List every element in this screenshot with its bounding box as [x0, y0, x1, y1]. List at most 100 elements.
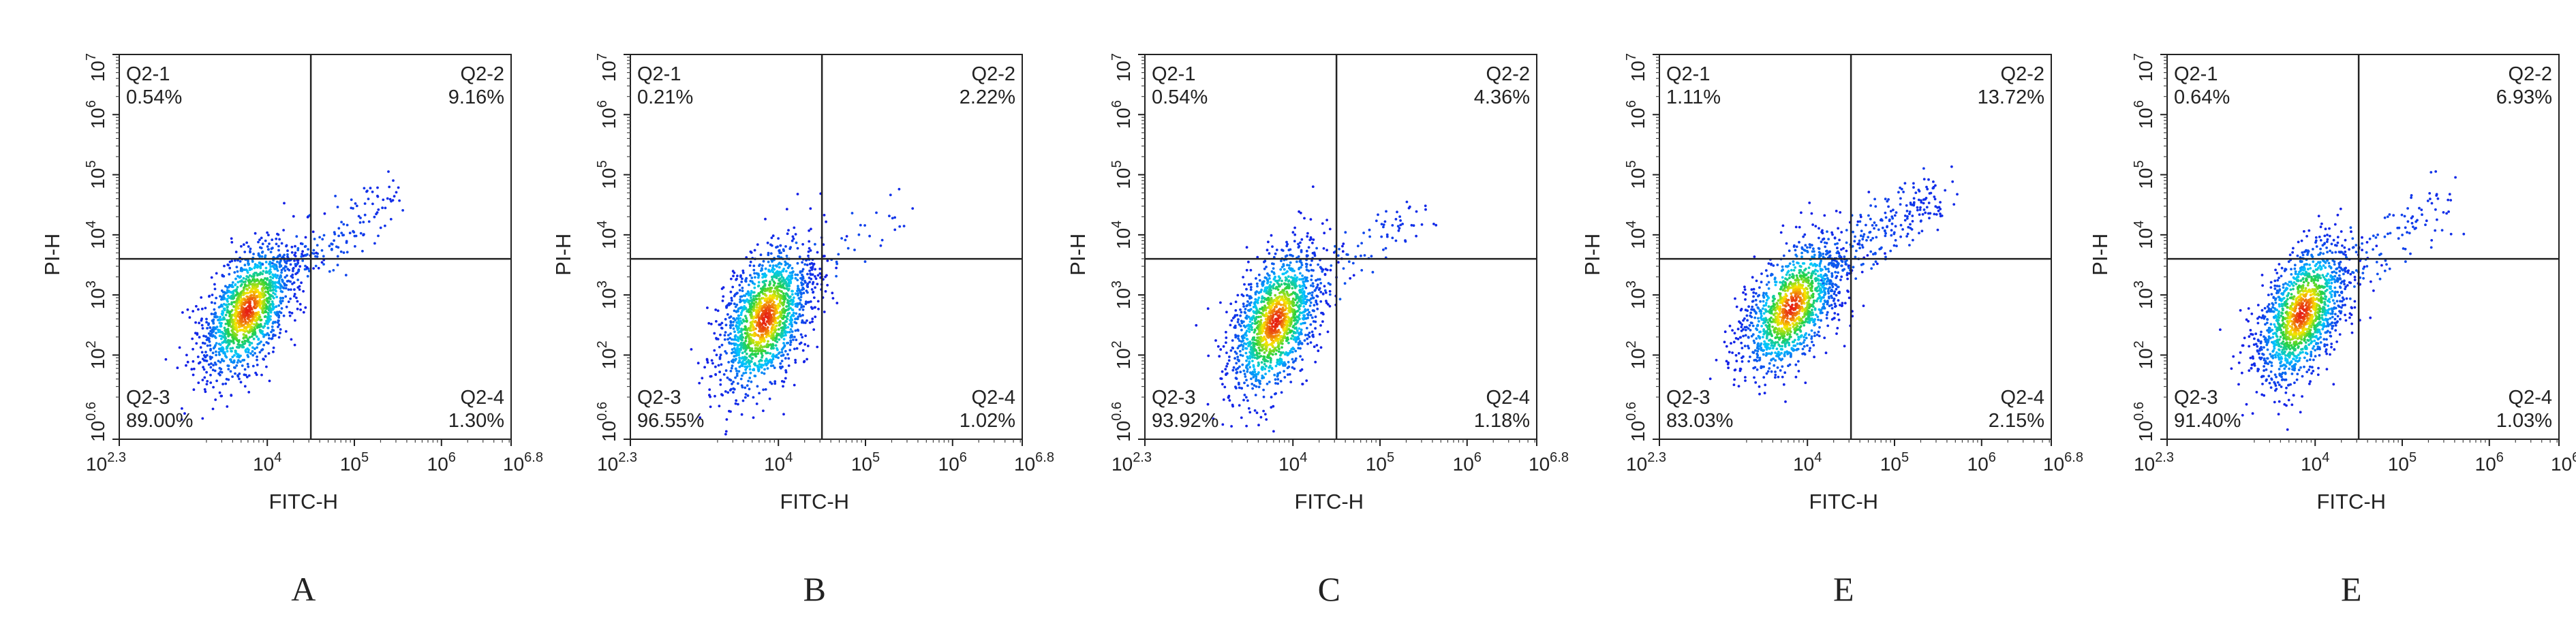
quadrant-percentage: 1.02% — [960, 410, 1015, 432]
event-dot — [729, 336, 731, 340]
event-dot — [782, 342, 785, 345]
event-dot — [723, 334, 726, 337]
x-tick-label: 105 — [340, 450, 369, 475]
event-dot — [1301, 284, 1304, 287]
event-dot — [258, 246, 262, 249]
event-dot — [1253, 331, 1256, 334]
event-dot — [323, 212, 326, 215]
event-dot — [776, 332, 779, 335]
event-dot — [1259, 415, 1263, 419]
event-dot — [259, 266, 262, 270]
event-dot — [1249, 348, 1253, 351]
event-dot — [210, 276, 213, 279]
event-dot — [778, 351, 781, 354]
event-dot — [763, 368, 766, 371]
event-dot — [771, 278, 774, 281]
event-dot — [1314, 360, 1317, 364]
event-dot — [809, 272, 812, 275]
event-dot — [185, 364, 187, 367]
event-dot — [215, 296, 218, 300]
event-dot — [1301, 317, 1304, 320]
event-dot — [818, 268, 822, 270]
event-dot — [278, 238, 281, 241]
event-dot — [243, 368, 247, 371]
event-dot — [1244, 343, 1248, 346]
event-dot — [726, 313, 729, 316]
event-dot — [1236, 358, 1240, 361]
event-dot — [761, 354, 764, 358]
event-dot — [1231, 346, 1234, 349]
event-dot — [1319, 291, 1323, 293]
event-dot — [260, 340, 262, 343]
event-dot — [784, 260, 786, 264]
event-dot — [274, 293, 277, 296]
event-dot — [219, 305, 222, 308]
event-dot — [202, 368, 206, 371]
event-dot — [802, 291, 806, 295]
event-dot — [207, 363, 211, 366]
event-dot — [801, 276, 805, 280]
event-dot — [228, 283, 231, 287]
event-dot — [267, 352, 271, 355]
event-dot — [1248, 328, 1251, 331]
event-dot — [294, 244, 296, 248]
event-dot — [247, 355, 250, 358]
event-dot — [720, 393, 723, 396]
event-dot — [771, 355, 774, 358]
event-dot — [1291, 334, 1295, 338]
event-dot — [282, 267, 285, 270]
event-dot — [1272, 339, 1275, 343]
event-dot — [814, 286, 816, 289]
event-dot — [724, 430, 728, 433]
event-dot — [798, 255, 801, 259]
event-dot — [192, 388, 196, 392]
event-dot — [1300, 288, 1304, 291]
event-dot — [1282, 318, 1285, 321]
event-dot — [239, 381, 243, 384]
event-dot — [730, 342, 733, 345]
event-dot — [297, 270, 300, 273]
event-dot — [256, 264, 259, 267]
event-dot — [771, 358, 775, 361]
event-dot — [1341, 250, 1345, 253]
event-dot — [709, 405, 712, 409]
event-dot — [292, 295, 296, 298]
event-dot — [1300, 311, 1304, 315]
event-dot — [1294, 340, 1298, 343]
event-dot — [1244, 308, 1247, 311]
event-dot — [1310, 316, 1314, 319]
event-dot — [266, 326, 270, 330]
event-dot — [186, 360, 189, 364]
event-dot — [299, 308, 302, 311]
event-dot — [261, 242, 264, 246]
event-dot — [812, 262, 816, 266]
event-dot — [1249, 268, 1253, 272]
event-dot — [1396, 210, 1398, 214]
event-dot — [289, 297, 292, 300]
event-dot — [749, 310, 752, 313]
event-dot — [731, 359, 734, 362]
event-dot — [215, 326, 219, 328]
event-dot — [1279, 303, 1283, 306]
event-dot — [363, 202, 367, 205]
event-dot — [244, 322, 247, 325]
event-dot — [1274, 275, 1276, 279]
event-dot — [1264, 372, 1267, 375]
event-dot — [724, 369, 728, 372]
x-tick-label: 106 — [938, 450, 967, 475]
event-dot — [239, 260, 242, 263]
event-dot — [375, 212, 378, 216]
event-dot — [224, 382, 228, 385]
event-dot — [782, 248, 785, 251]
event-dot — [197, 381, 200, 384]
event-dot — [788, 264, 792, 267]
event-dot — [262, 279, 265, 282]
event-dot — [762, 364, 765, 367]
event-dot — [1280, 283, 1283, 286]
event-dot — [1223, 385, 1227, 389]
event-dot — [213, 287, 217, 291]
event-dot — [776, 255, 780, 258]
event-dot — [384, 206, 387, 210]
event-dot — [236, 361, 239, 364]
event-dot — [791, 308, 795, 312]
